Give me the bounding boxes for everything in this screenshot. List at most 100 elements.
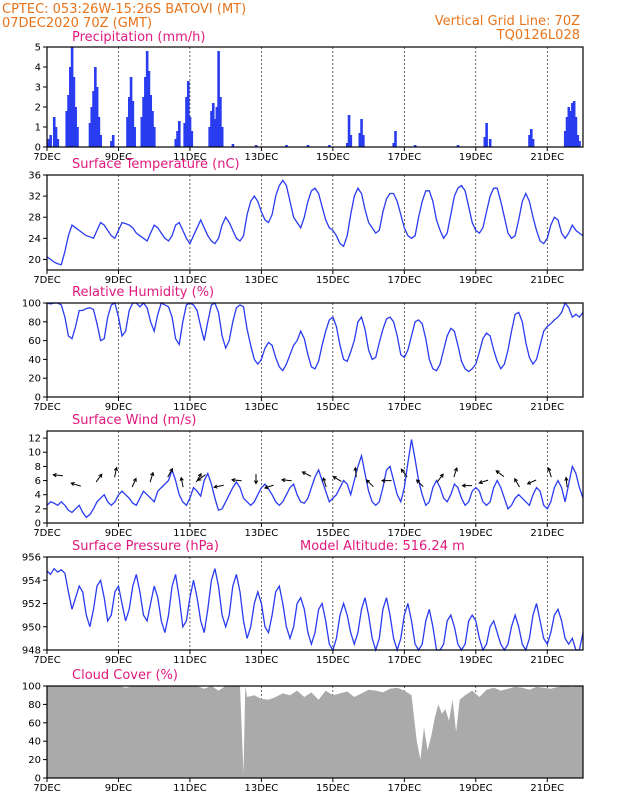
pressure-line <box>46 567 584 653</box>
precip-bar <box>74 107 77 147</box>
precip-bar <box>176 131 179 147</box>
wind-title: Surface Wind (m/s) <box>72 413 196 428</box>
precip-bar <box>94 67 97 147</box>
precip-bar <box>54 127 58 147</box>
wind-arrow <box>149 471 155 483</box>
y-tick-label: 60 <box>28 336 41 347</box>
x-tick-label: 21DEC <box>530 152 564 163</box>
x-tick-label: 9DEC <box>105 783 132 794</box>
x-tick-label: 11DEC <box>173 655 207 666</box>
precipitation-title: Precipitation (mm/h) <box>72 30 205 45</box>
x-tick-label: 9DEC <box>105 655 132 666</box>
precip-bar <box>360 119 363 147</box>
y-tick-label: 1 <box>35 123 41 134</box>
wind-arrow <box>453 467 458 478</box>
precip-bar <box>394 131 397 147</box>
x-tick-label: 17DEC <box>387 528 421 539</box>
precip-bar <box>483 137 487 147</box>
x-tick-label: 15DEC <box>316 528 350 539</box>
wind-arrow <box>253 474 259 485</box>
precip-bar <box>149 95 153 147</box>
precip-bar <box>569 111 572 147</box>
x-tick-label: 11DEC <box>173 152 207 163</box>
wind-arrow <box>301 471 312 477</box>
precip-bar <box>413 145 417 147</box>
precip-bar <box>140 117 144 147</box>
x-tick-label: 9DEC <box>105 528 132 539</box>
x-tick-label: 13DEC <box>245 655 279 666</box>
precip-bar <box>254 145 258 147</box>
wind-arrow <box>52 472 63 478</box>
x-tick-label: 7DEC <box>33 655 60 666</box>
x-tick-label: 17DEC <box>387 275 421 286</box>
x-tick-label: 21DEC <box>530 275 564 286</box>
precip-bar <box>142 97 145 147</box>
precip-bar <box>186 81 190 147</box>
wind-arrow <box>400 468 408 478</box>
precip-bar <box>213 119 217 147</box>
y-tick-label: 60 <box>28 718 41 729</box>
precip-bar <box>220 127 224 147</box>
x-tick-label: 7DEC <box>33 152 60 163</box>
y-tick-label: 0 <box>35 774 41 785</box>
y-tick-label: 950 <box>22 622 41 633</box>
x-tick-label: 19DEC <box>459 275 493 286</box>
precip-bar <box>88 123 92 147</box>
wind-arrow <box>495 470 505 477</box>
precip-bar <box>565 117 569 147</box>
y-tick-label: 36 <box>28 171 41 182</box>
x-tick-label: 9DEC <box>105 402 132 413</box>
precip-bar <box>485 123 488 147</box>
precip-bar <box>183 123 186 147</box>
wind-arrow <box>436 473 444 483</box>
x-tick-label: 17DEC <box>387 783 421 794</box>
y-tick-label: 0 <box>35 143 41 154</box>
wind-arrow <box>213 484 224 489</box>
y-tick-label: 80 <box>28 317 41 328</box>
wind-arrow <box>113 466 118 478</box>
precip-bar <box>129 77 133 147</box>
precip-bar <box>151 111 154 147</box>
y-tick-label: 12 <box>28 434 41 445</box>
pressure-panel: Surface Pressure (hPa) Model Altitude: 51… <box>22 539 584 666</box>
y-tick-label: 24 <box>28 234 41 245</box>
y-tick-label: 6 <box>35 476 41 487</box>
y-tick-label: 40 <box>28 737 41 748</box>
temperature-title: Surface Temperature (nC) <box>72 157 240 172</box>
temperature-line <box>46 179 584 266</box>
temperature-frame <box>46 174 584 271</box>
x-tick-label: 15DEC <box>316 655 350 666</box>
y-tick-label: 2 <box>35 504 41 515</box>
precip-bar <box>349 135 353 147</box>
precip-bar <box>47 139 51 147</box>
x-tick-label: 11DEC <box>173 783 207 794</box>
precip-bar <box>126 117 129 147</box>
x-tick-label: 19DEC <box>459 783 493 794</box>
precip-bar <box>131 101 135 147</box>
precip-bar <box>529 129 533 147</box>
wind-arrow <box>380 478 392 483</box>
x-tick-label: 13DEC <box>245 402 279 413</box>
wind-arrow <box>95 473 103 483</box>
temperature-panel: Surface Temperature (nC) 20 24 28 32 36 7DEC 9D… <box>28 157 584 286</box>
precip-bar <box>392 143 396 147</box>
precip-bar <box>190 131 194 147</box>
wind-arrow <box>131 477 137 488</box>
x-tick-label: 17DEC <box>387 402 421 413</box>
wind-arrow <box>280 477 292 483</box>
y-tick-label: 80 <box>28 700 41 711</box>
wind-panel: Surface Wind (m/s) 0 2 4 6 8 10 12 7DEC 9DEC 11DEC… <box>28 413 584 539</box>
wind-arrow <box>547 467 552 478</box>
x-tick-label: 15DEC <box>316 275 350 286</box>
wind-arrow <box>415 479 424 488</box>
x-tick-label: 21DEC <box>530 528 564 539</box>
x-tick-label: 17DEC <box>387 152 421 163</box>
precip-bar <box>358 133 362 147</box>
precip-bar <box>111 135 115 147</box>
precip-bar <box>328 145 331 147</box>
pressure-annotation: Model Altitude: 516.24 m <box>300 539 465 554</box>
wind-arrow <box>167 467 174 478</box>
y-tick-label: 32 <box>28 192 41 203</box>
y-tick-label: 4 <box>35 490 41 501</box>
